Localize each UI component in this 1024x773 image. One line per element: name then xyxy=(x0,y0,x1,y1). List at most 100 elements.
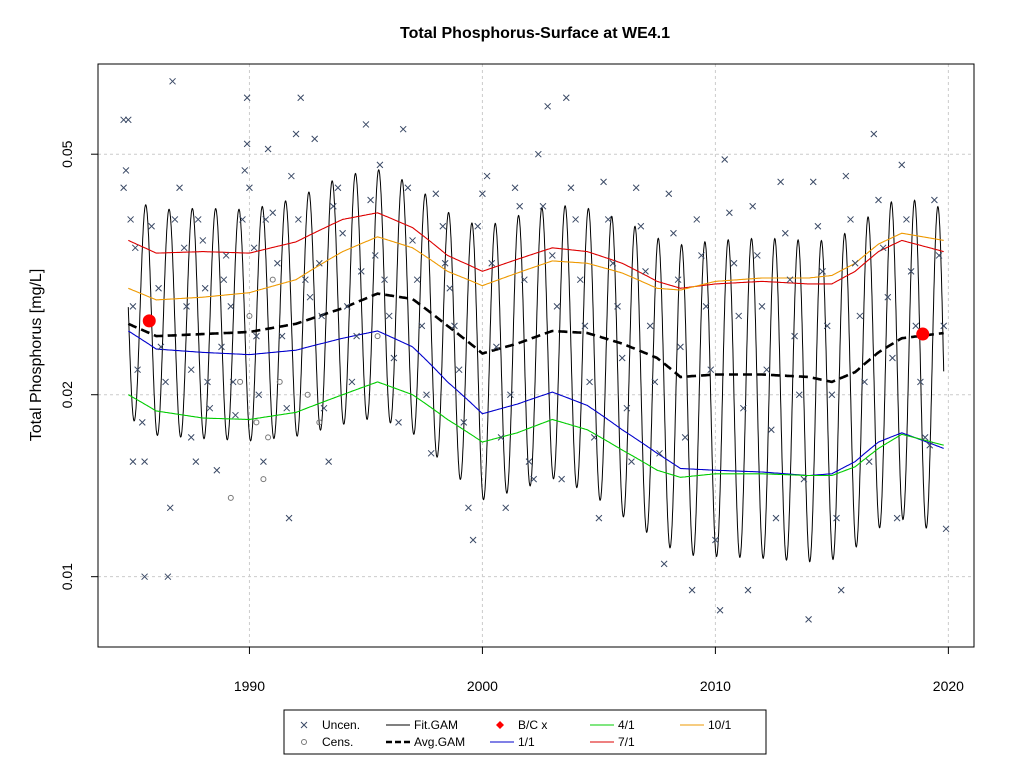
series-avg-gam xyxy=(127,292,944,384)
x-tick-label: 1990 xyxy=(234,678,265,694)
uncensored-point xyxy=(698,252,705,259)
uncensored-point xyxy=(127,216,134,223)
x-axis: 1990 2000 2010 2020 xyxy=(234,646,964,694)
series-lines xyxy=(127,169,945,563)
uncensored-point xyxy=(367,196,374,204)
uncensored-point xyxy=(856,312,864,320)
uncensored-point xyxy=(148,222,155,230)
uncensored-point xyxy=(469,536,477,544)
legend-label: 10/1 xyxy=(708,718,732,732)
censored-point xyxy=(260,476,267,483)
uncensored-point xyxy=(339,229,346,237)
uncensored-point xyxy=(763,366,771,374)
uncensored-point xyxy=(581,322,589,330)
uncensored-point xyxy=(828,391,836,399)
uncensored-point xyxy=(455,366,463,374)
uncensored-point xyxy=(483,172,491,180)
uncensored-point xyxy=(819,267,826,275)
uncensored-point xyxy=(141,458,148,465)
legend-label: 1/1 xyxy=(518,735,535,749)
legend-label: B/C x xyxy=(518,718,547,732)
x-tick-label: 2020 xyxy=(933,678,964,694)
uncensored-point xyxy=(427,449,435,457)
uncensored-point xyxy=(781,229,789,237)
legend-item-10-1: 10/1 xyxy=(680,718,732,732)
uncensored-point xyxy=(777,178,784,186)
uncensored-point xyxy=(164,573,172,581)
uncensored-point xyxy=(446,284,454,292)
uncensored-point xyxy=(730,259,738,267)
uncensored-point xyxy=(520,276,528,284)
uncensored-point xyxy=(432,190,440,198)
uncensored-point xyxy=(809,178,817,186)
uncensored-point xyxy=(539,202,547,210)
legend-symbol xyxy=(301,739,307,745)
uncensored-point xyxy=(306,293,314,301)
legend-item-b-c-x: B/C x xyxy=(496,718,547,732)
uncensored-point xyxy=(921,434,929,441)
uncensored-point xyxy=(129,458,137,465)
uncensored-point xyxy=(180,244,188,252)
uncensored-point xyxy=(511,184,519,192)
uncensored-point xyxy=(376,161,384,169)
uncensored-point xyxy=(353,332,360,340)
uncensored-point xyxy=(600,178,607,186)
uncensored-point xyxy=(851,259,859,267)
uncensored-point xyxy=(660,560,668,568)
uncensored-point xyxy=(898,161,906,169)
uncensored-point xyxy=(239,216,246,223)
uncensored-point xyxy=(544,102,552,110)
uncensored-point xyxy=(609,259,617,267)
uncensored-point xyxy=(502,504,510,512)
uncensored-point xyxy=(688,586,696,594)
uncensored-point xyxy=(632,184,640,192)
uncensored-point xyxy=(169,77,176,85)
uncensored-point xyxy=(166,504,174,512)
series-7-1 xyxy=(128,212,944,289)
uncensored-point xyxy=(395,419,402,426)
uncensored-point xyxy=(329,202,337,210)
legend-item-7-1: 7/1 xyxy=(590,735,635,749)
uncensored-point xyxy=(548,252,556,259)
censored-point xyxy=(227,494,234,501)
uncensored-point xyxy=(187,434,195,441)
y-tick-label: 0.02 xyxy=(59,381,75,408)
uncensored-point xyxy=(530,475,538,483)
uncensored-point xyxy=(917,378,924,386)
uncensored-point xyxy=(288,172,295,180)
uncensored-point xyxy=(399,125,407,133)
legend-label: 7/1 xyxy=(618,735,635,749)
uncensored-point xyxy=(194,216,202,223)
uncensored-point xyxy=(572,216,579,223)
uncensored-point xyxy=(735,312,743,320)
bc-markers xyxy=(142,314,930,341)
uncensored-point xyxy=(255,391,263,399)
uncensored-point xyxy=(124,116,132,124)
bc-marker xyxy=(142,314,156,328)
uncensored-point xyxy=(315,259,323,267)
uncensored-point xyxy=(131,244,139,252)
uncensored-point xyxy=(553,303,561,310)
uncensored-point xyxy=(942,525,950,533)
uncensored-point xyxy=(651,378,659,386)
uncensored-point xyxy=(155,284,162,292)
censored-point xyxy=(253,419,260,426)
uncensored-point xyxy=(795,391,803,399)
uncensored-point xyxy=(637,222,645,230)
uncensored-point xyxy=(362,121,370,128)
legend-box xyxy=(283,709,767,755)
censored-point xyxy=(246,312,253,319)
uncensored-point xyxy=(590,434,598,441)
uncensored-point xyxy=(246,184,253,192)
x-tick-label: 2000 xyxy=(467,678,498,694)
uncensored-point xyxy=(889,354,896,362)
uncensored-point xyxy=(879,244,887,252)
uncensored-point xyxy=(907,267,915,275)
uncensored-point xyxy=(534,150,542,158)
uncensored-point xyxy=(677,343,684,351)
uncensored-point xyxy=(823,322,831,330)
uncensored-point xyxy=(274,259,281,267)
uncensored-point xyxy=(558,475,565,483)
uncensored-point xyxy=(439,222,447,230)
